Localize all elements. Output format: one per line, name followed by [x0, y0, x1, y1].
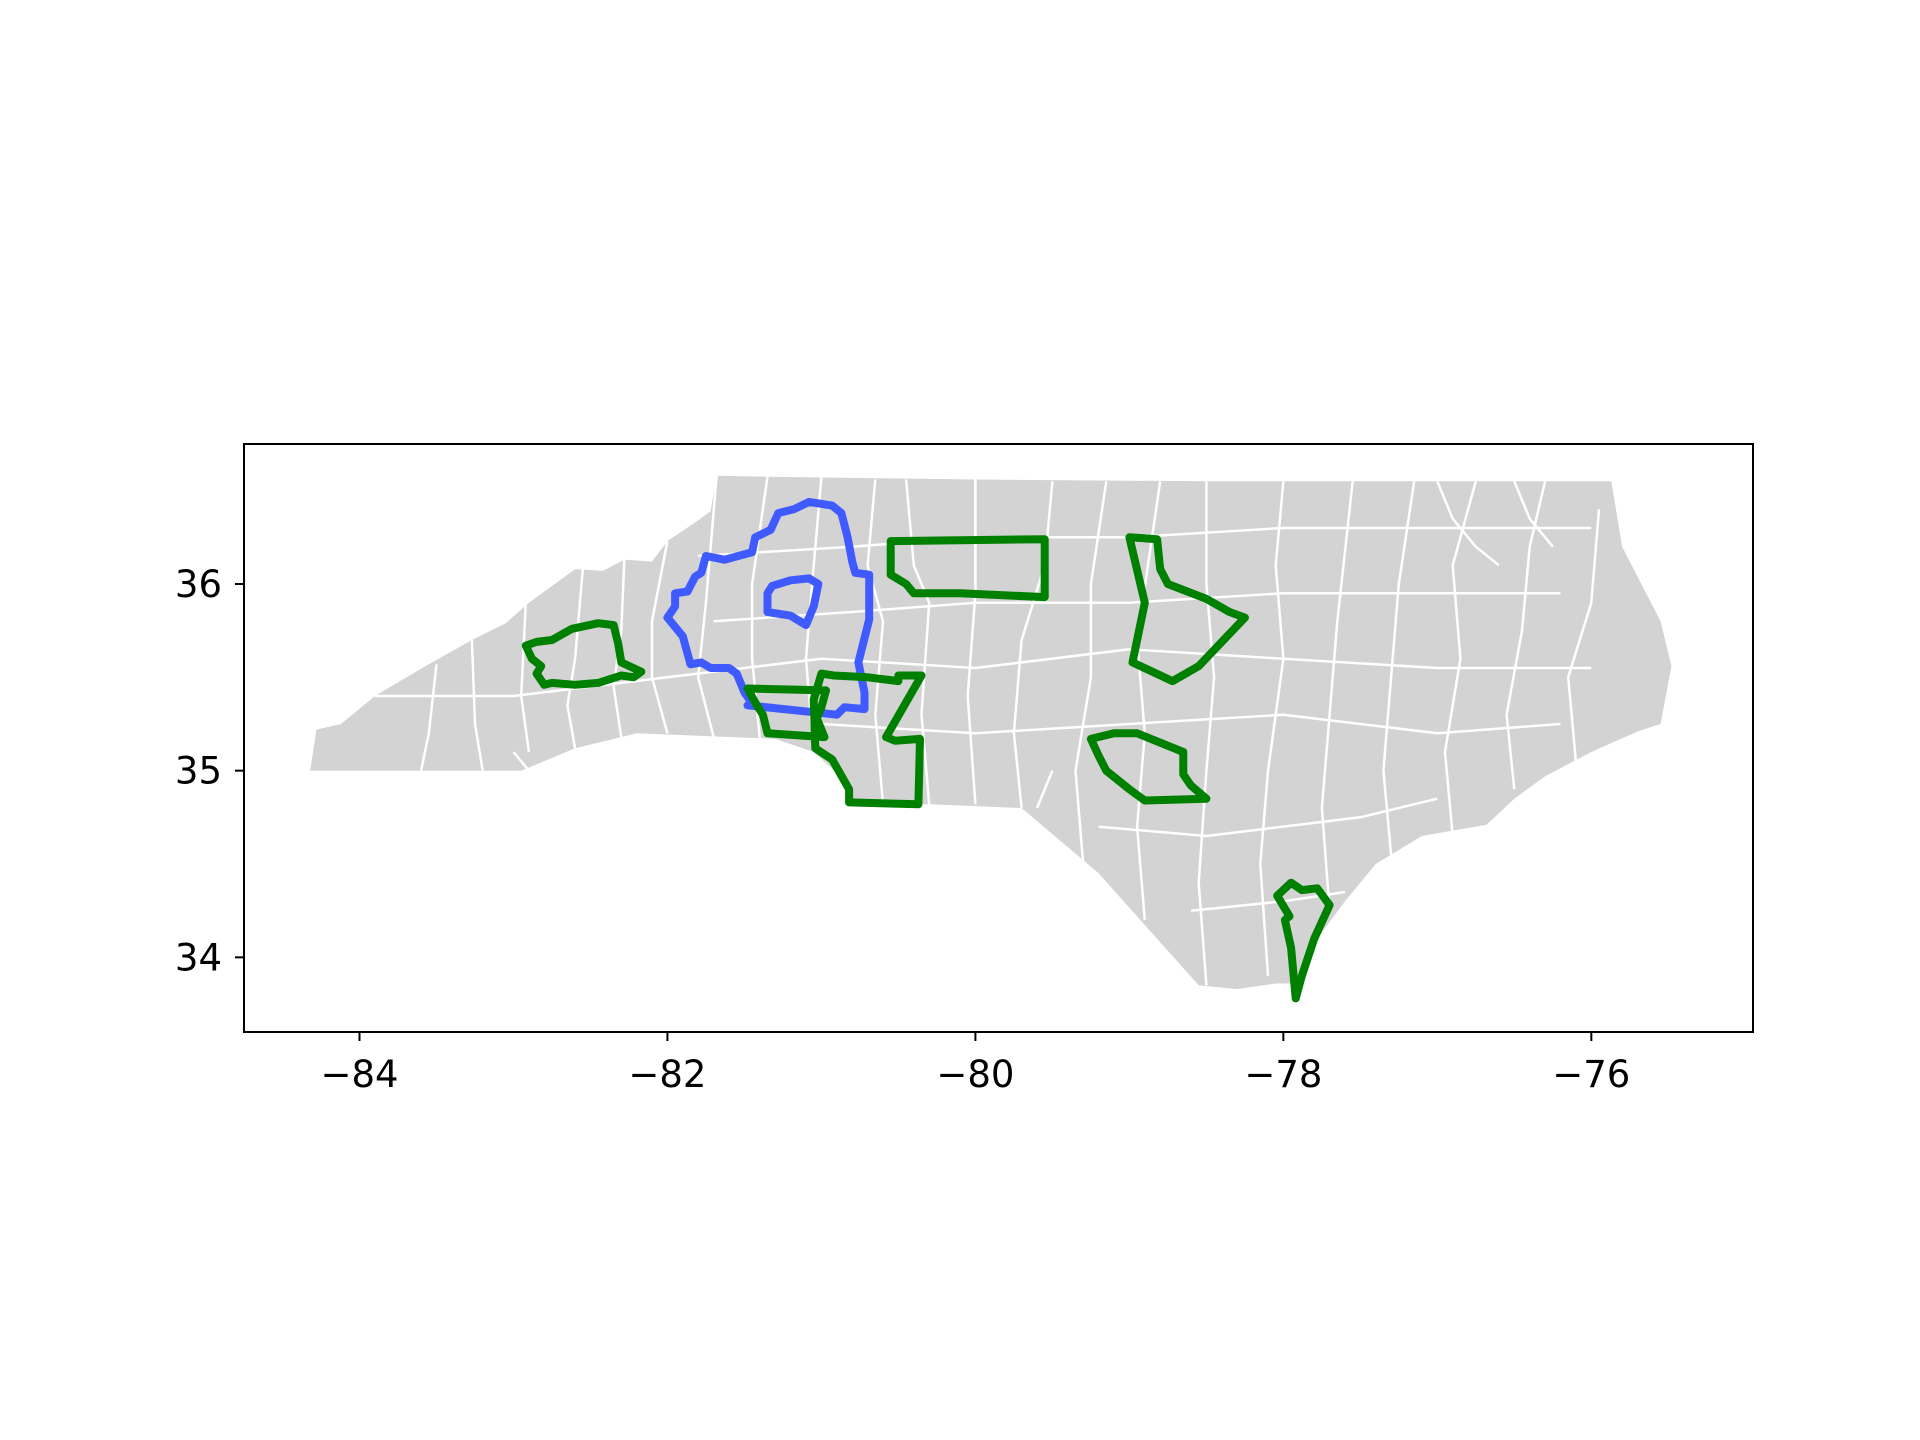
- county-border-line: [866, 479, 885, 805]
- county-border-line: [419, 664, 438, 771]
- county-border-line: [904, 479, 931, 805]
- axis-ticks-layer: −84 −82 −80 −78 −76 34 35 36: [175, 563, 1630, 1096]
- county-border-line: [1382, 481, 1416, 855]
- county-border-line: [1197, 481, 1216, 986]
- y-tick-label: 36: [175, 563, 222, 606]
- axes-frame: [243, 443, 1754, 1033]
- county-border-line: [1443, 480, 1478, 837]
- green-region-outline: [743, 684, 830, 742]
- county-border-line: [1320, 481, 1354, 911]
- county-border-line: [1074, 481, 1108, 865]
- county-border-line: [1436, 480, 1500, 567]
- green-region-outline: [521, 619, 646, 689]
- x-tick-label: −78: [1244, 1053, 1322, 1096]
- blue-region-outline: [763, 574, 823, 630]
- green-region-outline: [809, 669, 926, 809]
- green-region-outline: [1086, 729, 1211, 805]
- county-border-line: [512, 751, 530, 772]
- county-border-line: [713, 592, 1561, 623]
- green-region-outline: [1125, 533, 1249, 686]
- green-region-outline: [1273, 878, 1334, 1003]
- county-border-line: [1566, 509, 1601, 762]
- y-tick-label: 34: [175, 936, 222, 979]
- x-tick-label: −84: [320, 1053, 398, 1096]
- y-tick-label: 35: [175, 750, 222, 793]
- county-border-line: [650, 540, 669, 734]
- county-border-line: [470, 639, 484, 771]
- county-border-line: [1513, 480, 1554, 548]
- county-border-line: [374, 648, 1592, 698]
- x-tick-label: −76: [1552, 1053, 1630, 1096]
- county-border-line: [696, 475, 718, 738]
- blue-region-outline: [663, 497, 874, 719]
- green-region-outline: [886, 535, 1049, 602]
- x-tick-label: −80: [936, 1053, 1014, 1096]
- highlighted-regions-layer: [521, 497, 1334, 1003]
- county-borders-layer: [374, 475, 1601, 986]
- county-border-line: [821, 713, 1561, 735]
- county-border-line: [1035, 770, 1054, 809]
- county-border-line: [1098, 797, 1438, 838]
- x-tick-label: −82: [628, 1053, 706, 1096]
